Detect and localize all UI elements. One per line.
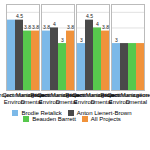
svg-text:Environmental: Environmental: [39, 99, 77, 105]
svg-text:3.8: 3.8: [67, 24, 74, 30]
svg-text:Environmental: Environmental: [4, 99, 42, 105]
svg-text:Project Management: Project Management: [100, 92, 150, 98]
svg-text:3.8: 3.8: [32, 24, 39, 30]
svg-text:D: D: [56, 99, 61, 105]
html-text:Beauden Barrett: Beauden Barrett: [32, 116, 76, 122]
html-text:All Projects: All Projects: [90, 116, 121, 122]
svg-text:Environmental: Environmental: [109, 99, 147, 105]
svg-text:D: D: [126, 99, 131, 105]
svg-text:D: D: [21, 99, 26, 105]
html-text:Brodie Retalick: Brodie Retalick: [21, 110, 62, 116]
svg-text:4.5: 4.5: [16, 13, 23, 19]
svg-text:Environmental: Environmental: [74, 99, 112, 105]
svg-text:3: 3: [61, 37, 64, 43]
svg-text:D: D: [91, 99, 96, 105]
svg-text:4: 4: [53, 21, 56, 27]
svg-text:3: 3: [115, 37, 118, 43]
svg-text:3: 3: [80, 37, 83, 43]
svg-text:3.8: 3.8: [102, 24, 109, 30]
svg-text:3.8: 3.8: [43, 24, 50, 30]
svg-text:4.5: 4.5: [86, 13, 93, 19]
html-text:Anton Lienert-Brown: Anton Lienert-Brown: [76, 110, 132, 116]
svg-text:4: 4: [96, 21, 99, 27]
svg-text:3.8: 3.8: [24, 24, 31, 30]
